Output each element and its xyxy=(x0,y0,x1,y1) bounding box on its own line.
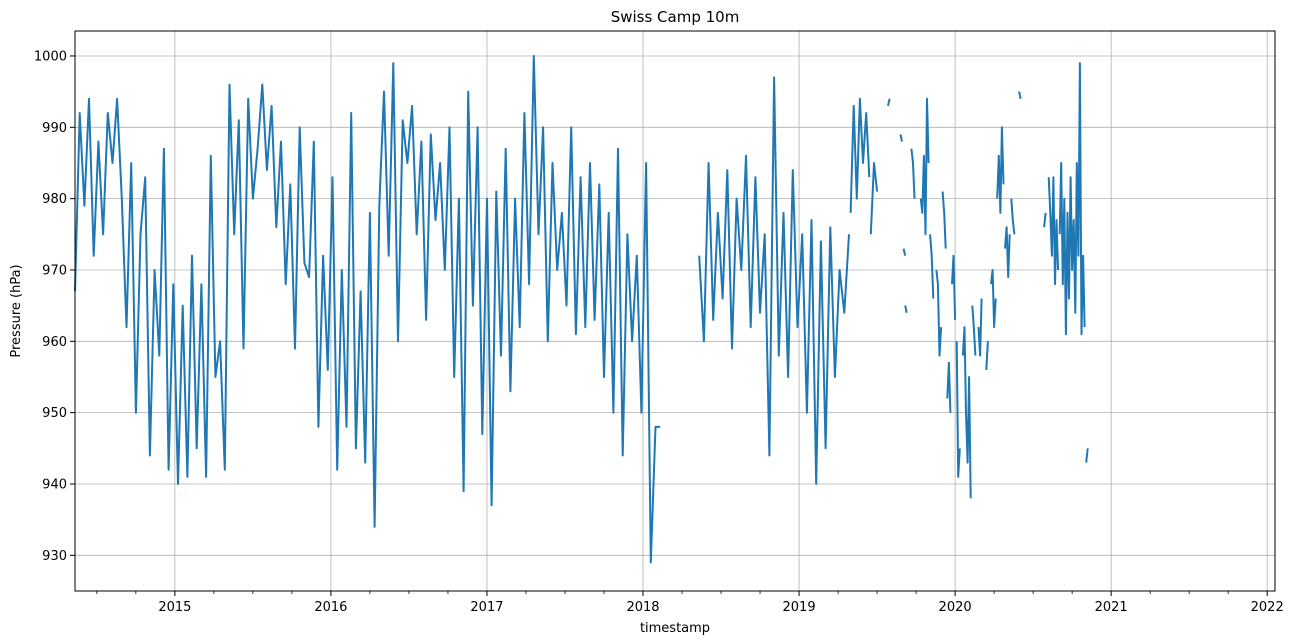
series-lines xyxy=(74,55,1089,564)
x-tick-label: 2016 xyxy=(314,600,347,615)
y-axis-label: Pressure (hPa) xyxy=(9,264,24,357)
series-segment xyxy=(919,97,930,236)
series-segment xyxy=(904,305,908,314)
y-axis-ticks: 930 940 950 960 970 980 990 1000 xyxy=(34,49,75,564)
y-tick-label: 990 xyxy=(42,121,67,136)
plot-frame xyxy=(74,30,1276,592)
y-tick-label: 930 xyxy=(42,549,67,564)
series-segment xyxy=(1043,212,1047,228)
series-segment xyxy=(971,305,977,356)
y-tick-label: 960 xyxy=(42,335,67,350)
series-segment xyxy=(1018,91,1022,100)
chart-title: Swiss Camp 10m xyxy=(611,8,740,26)
series-segment xyxy=(899,134,903,142)
series-segment xyxy=(869,162,879,235)
series-segment xyxy=(990,269,997,329)
series-segment xyxy=(941,191,947,249)
series-segment xyxy=(1010,198,1016,235)
x-tick-label: 2015 xyxy=(158,600,191,615)
x-tick-label: 2020 xyxy=(939,600,972,615)
x-tick-label: 2021 xyxy=(1095,600,1128,615)
x-axis-ticks: 2015 2016 2017 2018 2019 2020 2021 2022 xyxy=(96,591,1284,615)
series-segment xyxy=(929,234,935,299)
series-segment xyxy=(849,97,871,213)
series-segment xyxy=(910,148,916,199)
plot-area xyxy=(75,31,1275,591)
y-tick-label: 1000 xyxy=(34,49,67,64)
y-tick-label: 940 xyxy=(42,477,67,492)
series-segment xyxy=(1004,226,1011,279)
series-segment xyxy=(1058,62,1086,336)
x-tick-label: 2018 xyxy=(626,600,659,615)
x-tick-label: 2017 xyxy=(470,600,503,615)
series-segment xyxy=(946,361,952,413)
series-segment xyxy=(74,55,661,564)
series-segment xyxy=(887,98,891,107)
y-tick-label: 970 xyxy=(42,263,67,278)
series-segment xyxy=(961,326,972,499)
series-segment xyxy=(1085,448,1089,463)
series-segment xyxy=(698,76,850,485)
series-segment xyxy=(902,248,907,256)
series-segment xyxy=(1047,176,1060,286)
x-tick-label: 2022 xyxy=(1251,600,1284,615)
y-tick-label: 980 xyxy=(42,192,67,207)
series-segment xyxy=(977,298,983,357)
x-axis-label: timestamp xyxy=(640,621,710,636)
y-tick-label: 950 xyxy=(42,406,67,421)
series-segment xyxy=(951,254,957,320)
series-segment xyxy=(955,341,961,478)
x-tick-label: 2019 xyxy=(783,600,816,615)
series-segment xyxy=(985,341,989,370)
grid-lines xyxy=(75,31,1275,591)
series-segment xyxy=(996,126,1005,214)
series-segment xyxy=(935,269,943,357)
